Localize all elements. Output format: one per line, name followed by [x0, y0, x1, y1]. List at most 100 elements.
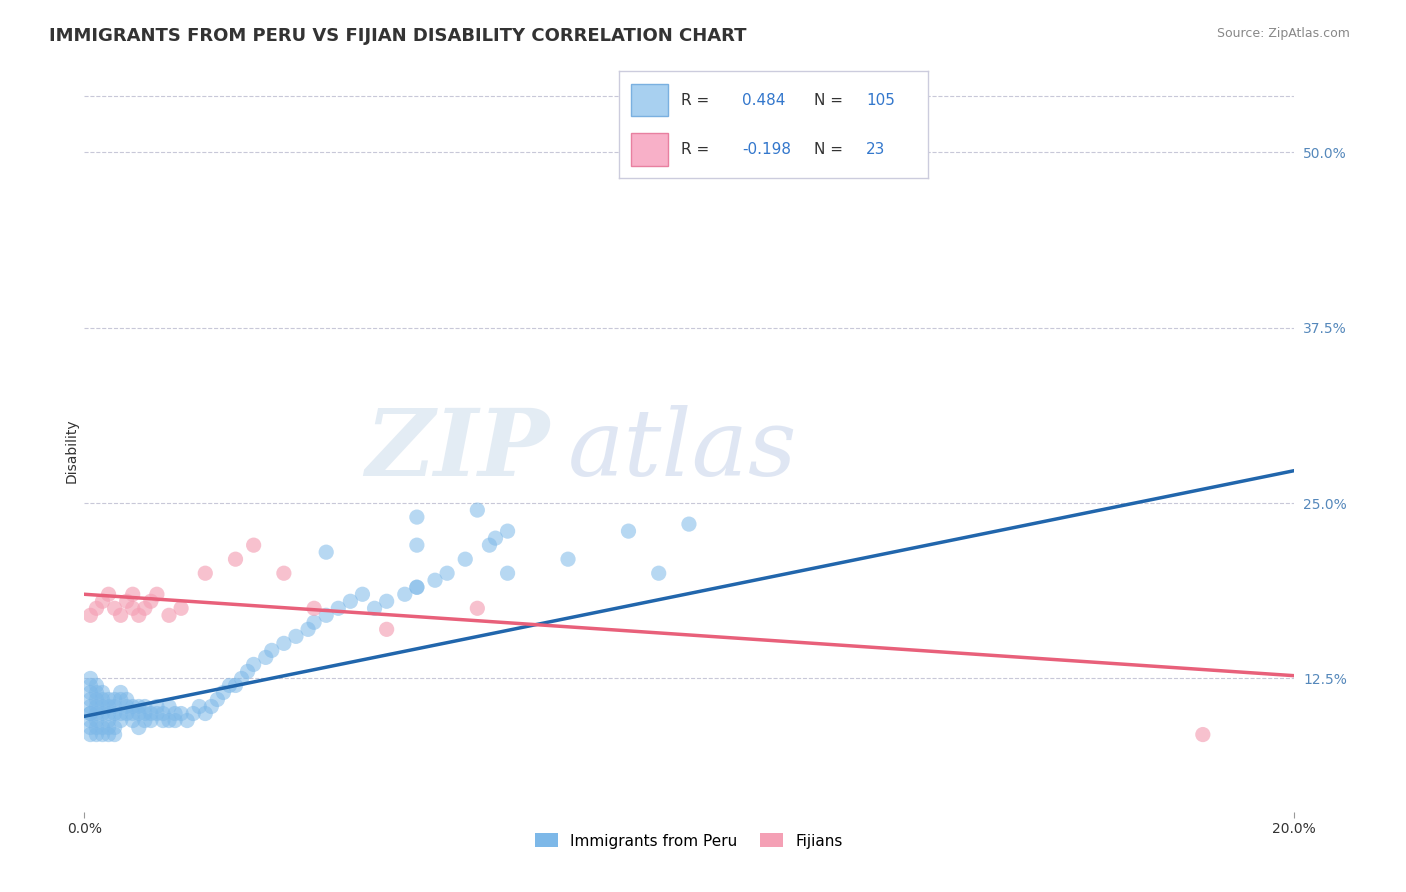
Point [79, 721, 101, 735]
Text: R =: R = [681, 142, 709, 157]
Point [110, 608, 132, 623]
Point [79, 714, 101, 728]
Point [115, 692, 138, 706]
Point [218, 678, 240, 692]
Point [146, 699, 169, 714]
Point [170, 706, 193, 721]
Point [496, 524, 519, 538]
Point [176, 714, 198, 728]
Point [200, 699, 222, 714]
Point [496, 566, 519, 581]
Point [86, 721, 108, 735]
Point [110, 692, 132, 706]
Text: atlas: atlas [568, 406, 797, 495]
Point [423, 573, 446, 587]
Point [128, 608, 150, 623]
Point [375, 594, 398, 608]
Point [91, 706, 114, 721]
Point [91, 699, 114, 714]
Point [375, 623, 398, 637]
Text: N =: N = [814, 93, 842, 108]
Point [86, 706, 108, 721]
Point [139, 714, 162, 728]
Point [339, 594, 361, 608]
Point [86, 727, 108, 741]
Point [648, 566, 671, 581]
Point [139, 594, 162, 608]
Point [170, 601, 193, 615]
Point [157, 608, 180, 623]
Point [236, 665, 259, 679]
Point [467, 503, 489, 517]
Point [115, 699, 138, 714]
Point [79, 692, 101, 706]
Point [121, 706, 143, 721]
Point [617, 524, 640, 538]
Point [188, 699, 211, 714]
Point [146, 587, 169, 601]
Point [86, 678, 108, 692]
Point [557, 552, 579, 566]
Point [484, 531, 506, 545]
Point [121, 699, 143, 714]
Point [104, 699, 127, 714]
Point [97, 721, 120, 735]
Point [128, 706, 150, 721]
Point [79, 608, 101, 623]
Point [91, 685, 114, 699]
Point [363, 601, 385, 615]
Point [110, 685, 132, 699]
Point [242, 538, 264, 552]
Point [121, 587, 143, 601]
Point [181, 706, 204, 721]
Point [128, 699, 150, 714]
Point [454, 552, 477, 566]
Point [134, 714, 156, 728]
Point [328, 601, 350, 615]
Text: ZIP: ZIP [366, 406, 550, 495]
Point [273, 636, 295, 650]
Point [207, 692, 229, 706]
Point [212, 685, 235, 699]
Point [110, 714, 132, 728]
Legend: Immigrants from Peru, Fijians: Immigrants from Peru, Fijians [529, 828, 849, 855]
Point [115, 706, 138, 721]
Point [79, 685, 101, 699]
Point [225, 678, 247, 692]
Point [152, 706, 174, 721]
Point [91, 727, 114, 741]
Text: -0.198: -0.198 [742, 142, 792, 157]
Bar [631, 134, 668, 166]
Point [79, 699, 101, 714]
Point [165, 714, 187, 728]
Point [79, 727, 101, 741]
Point [406, 580, 429, 594]
Point [97, 692, 120, 706]
Point [194, 706, 217, 721]
Point [97, 727, 120, 741]
Point [315, 608, 337, 623]
Point [134, 601, 156, 615]
Point [79, 678, 101, 692]
Point [273, 566, 295, 581]
Point [302, 615, 325, 630]
Point [285, 629, 308, 643]
Point [115, 594, 138, 608]
Point [121, 714, 143, 728]
Point [406, 538, 429, 552]
Point [91, 692, 114, 706]
Text: Source: ZipAtlas.com: Source: ZipAtlas.com [1216, 27, 1350, 40]
Point [134, 706, 156, 721]
Point [121, 601, 143, 615]
Point [91, 721, 114, 735]
Point [165, 706, 187, 721]
Point [128, 721, 150, 735]
Point [678, 517, 700, 532]
Point [97, 699, 120, 714]
Point [242, 657, 264, 672]
Point [157, 714, 180, 728]
Text: 105: 105 [866, 93, 896, 108]
Point [302, 601, 325, 615]
Point [315, 545, 337, 559]
Point [152, 714, 174, 728]
